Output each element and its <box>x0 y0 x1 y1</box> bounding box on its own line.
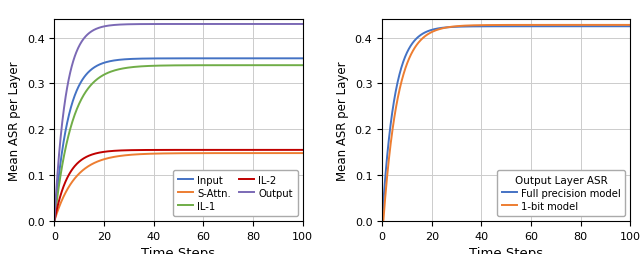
Input <box>51 219 58 222</box>
Output <box>106 25 114 28</box>
Full precision model <box>607 26 615 29</box>
S-Attn. <box>51 219 58 222</box>
S-Attn. <box>51 219 58 223</box>
S-Attn. <box>139 153 147 156</box>
IL-2 <box>56 197 63 200</box>
Legend: Full precision model, 1-bit model: Full precision model, 1-bit model <box>497 170 625 216</box>
Line: Full precision model: Full precision model <box>382 27 630 221</box>
IL-2 <box>299 149 307 152</box>
1-bit model <box>378 219 386 223</box>
1-bit model <box>434 29 442 32</box>
Line: IL-2: IL-2 <box>54 150 303 221</box>
X-axis label: Time Steps: Time Steps <box>141 246 216 254</box>
Full precision model <box>627 26 634 29</box>
S-Attn. <box>280 152 287 155</box>
Input <box>106 60 114 64</box>
Output <box>51 219 58 223</box>
IL-1 <box>106 71 114 74</box>
IL-2 <box>106 150 114 153</box>
Y-axis label: Mean ASR per Layer: Mean ASR per Layer <box>8 61 21 180</box>
S-Attn. <box>56 204 63 208</box>
Full precision model <box>383 153 391 156</box>
IL-1 <box>280 65 287 68</box>
IL-2 <box>51 219 58 222</box>
1-bit model <box>607 24 615 27</box>
S-Attn. <box>299 152 307 155</box>
IL-2 <box>139 149 147 152</box>
IL-1 <box>56 180 63 183</box>
Input <box>139 58 147 61</box>
IL-2 <box>51 219 58 223</box>
Line: IL-1: IL-1 <box>54 66 303 221</box>
Line: 1-bit model: 1-bit model <box>382 26 630 221</box>
IL-1 <box>51 219 58 222</box>
IL-1 <box>139 66 147 69</box>
Output <box>58 126 65 129</box>
Line: S-Attn.: S-Attn. <box>54 153 303 221</box>
Input <box>56 169 63 172</box>
IL-1 <box>299 65 307 68</box>
Full precision model <box>378 218 386 221</box>
S-Attn. <box>106 156 114 160</box>
Full precision model <box>378 219 386 223</box>
IL-1 <box>58 167 65 170</box>
Input <box>280 58 287 61</box>
Full precision model <box>434 28 442 31</box>
Y-axis label: Mean ASR per Layer: Mean ASR per Layer <box>336 61 349 180</box>
1-bit model <box>383 173 391 176</box>
1-bit model <box>627 24 634 27</box>
Line: Output: Output <box>54 25 303 221</box>
X-axis label: Time Steps: Time Steps <box>469 246 543 254</box>
Input <box>58 153 65 156</box>
Input <box>51 219 58 223</box>
IL-2 <box>280 149 287 152</box>
Output <box>280 23 287 26</box>
Output <box>139 23 147 26</box>
1-bit model <box>386 153 394 156</box>
1-bit model <box>378 219 386 223</box>
Output <box>299 23 307 26</box>
Full precision model <box>467 26 474 29</box>
S-Attn. <box>58 199 65 202</box>
IL-2 <box>58 190 65 193</box>
Output <box>56 147 63 150</box>
Legend: Input, S-Attn., IL-1, IL-2, Output: Input, S-Attn., IL-1, IL-2, Output <box>173 170 298 216</box>
IL-1 <box>51 219 58 223</box>
Full precision model <box>386 133 394 136</box>
Input <box>299 58 307 61</box>
1-bit model <box>467 25 474 28</box>
Line: Input: Input <box>54 59 303 221</box>
Output <box>51 218 58 221</box>
